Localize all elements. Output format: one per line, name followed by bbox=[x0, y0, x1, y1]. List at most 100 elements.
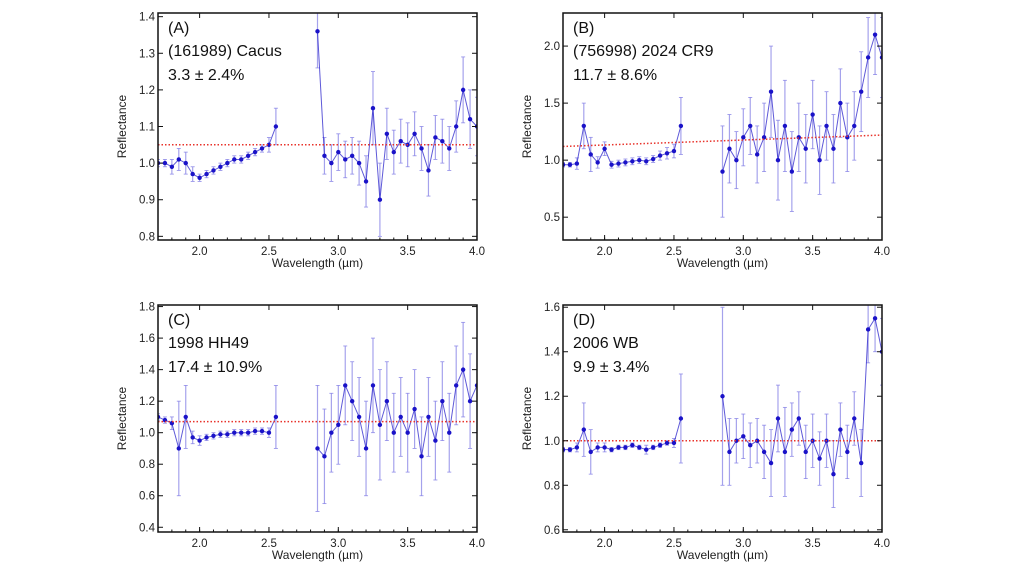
data-point bbox=[440, 138, 445, 144]
data-point bbox=[796, 416, 801, 421]
data-point bbox=[671, 148, 677, 154]
data-point bbox=[768, 460, 774, 466]
data-point bbox=[858, 460, 864, 466]
y-tick-label: 1.3 bbox=[139, 48, 155, 60]
y-tick-label: 1.2 bbox=[139, 396, 155, 408]
plot-area bbox=[158, 321, 477, 512]
data-point bbox=[852, 416, 857, 421]
data-point bbox=[162, 160, 168, 166]
x-axis-label: Wavelength (µm) bbox=[677, 548, 768, 562]
y-tick-label: 1.0 bbox=[139, 158, 155, 170]
data-point bbox=[329, 160, 334, 166]
data-point bbox=[567, 447, 573, 452]
data-point bbox=[657, 153, 663, 158]
data-point bbox=[727, 449, 732, 455]
data-point bbox=[581, 123, 587, 129]
data-point bbox=[671, 440, 677, 446]
object-name: (161989) Cacus bbox=[168, 43, 282, 60]
data-point bbox=[377, 197, 383, 202]
spectrum-line bbox=[158, 126, 277, 179]
x-tick-label: 3.0 bbox=[330, 538, 346, 550]
data-point bbox=[412, 406, 417, 412]
data-point bbox=[356, 414, 362, 420]
y-tick-label: 0.8 bbox=[544, 480, 560, 492]
data-point bbox=[190, 171, 195, 177]
data-point bbox=[377, 422, 383, 428]
data-point bbox=[803, 146, 808, 151]
y-tick-label: 0.6 bbox=[544, 525, 560, 537]
data-point bbox=[211, 433, 216, 439]
data-point bbox=[218, 164, 223, 169]
data-point bbox=[453, 383, 459, 388]
data-point bbox=[322, 153, 327, 158]
y-tick-label: 1.0 bbox=[544, 155, 560, 167]
y-tick-label: 1.4 bbox=[139, 365, 156, 377]
data-point bbox=[623, 445, 628, 450]
x-tick-label: 3.5 bbox=[400, 538, 416, 550]
data-point bbox=[831, 146, 836, 151]
data-point bbox=[239, 157, 244, 162]
data-point bbox=[225, 160, 230, 166]
data-point bbox=[426, 414, 431, 420]
plot-frame bbox=[562, 12, 883, 241]
data-point bbox=[176, 157, 182, 162]
data-point bbox=[204, 435, 209, 440]
data-point bbox=[623, 160, 628, 165]
data-point bbox=[727, 146, 732, 151]
data-point bbox=[204, 171, 209, 177]
data-point bbox=[609, 447, 614, 452]
y-tick-label: 1.0 bbox=[544, 436, 560, 448]
data-point bbox=[657, 443, 663, 448]
y-tick-label: 0.5 bbox=[544, 212, 560, 224]
data-point bbox=[245, 153, 251, 158]
panel-a: 2.0 2.5 3.0 3.5 4.0 0.8 0.9 1.0 1.1 1.2 1.3 1.4 Wave… bbox=[115, 12, 485, 270]
data-point bbox=[581, 427, 587, 432]
y-tick-label: 1.4 bbox=[544, 347, 561, 359]
data-point bbox=[754, 438, 760, 443]
y-axis-label: Reflectance bbox=[520, 386, 534, 450]
data-point bbox=[419, 146, 424, 151]
x-tick-label: 2.0 bbox=[192, 246, 208, 258]
data-point bbox=[748, 123, 753, 129]
x-axis-label: Wavelength (µm) bbox=[272, 256, 363, 270]
plot-frame bbox=[562, 304, 883, 533]
data-point bbox=[817, 456, 822, 461]
data-point bbox=[343, 157, 348, 162]
data-point bbox=[720, 169, 725, 174]
panel-c: 2.0 2.5 3.0 3.5 4.0 0.4 0.6 0.8 1.0 1.2 1.4 1.6 1.8 W… bbox=[115, 302, 485, 562]
data-point bbox=[789, 169, 795, 174]
data-point bbox=[252, 428, 258, 434]
data-point bbox=[190, 435, 195, 440]
data-point bbox=[650, 445, 656, 450]
data-point bbox=[225, 432, 230, 437]
x-tick-label: 3.5 bbox=[805, 538, 821, 550]
panel-label: (A) bbox=[168, 20, 189, 37]
y-tick-label: 0.8 bbox=[139, 459, 155, 471]
panel-label: (D) bbox=[573, 312, 595, 329]
x-tick-label: 2.5 bbox=[261, 538, 277, 550]
x-tick-label: 3.5 bbox=[400, 246, 416, 258]
y-tick-label: 1.8 bbox=[139, 302, 155, 314]
data-point bbox=[467, 116, 473, 122]
y-tick-label: 0.9 bbox=[139, 195, 155, 207]
data-point bbox=[678, 416, 684, 421]
data-point bbox=[460, 87, 466, 93]
y-tick-label: 1.4 bbox=[139, 12, 156, 24]
y-axis-label: Reflectance bbox=[115, 386, 129, 450]
data-point bbox=[259, 428, 265, 434]
data-point bbox=[720, 394, 725, 399]
data-point bbox=[588, 152, 593, 157]
data-point bbox=[602, 146, 607, 151]
data-point bbox=[574, 161, 580, 166]
data-point bbox=[447, 430, 452, 435]
band-depth-value: 3.3 ± 2.4% bbox=[168, 67, 244, 84]
data-point bbox=[616, 161, 621, 166]
y-tick-label: 1.2 bbox=[139, 85, 155, 97]
x-tick-label: 3.0 bbox=[735, 246, 751, 258]
data-point bbox=[872, 316, 878, 321]
data-point bbox=[273, 124, 279, 129]
continuum-line bbox=[563, 134, 882, 148]
data-point bbox=[322, 454, 327, 459]
data-point bbox=[824, 123, 829, 129]
